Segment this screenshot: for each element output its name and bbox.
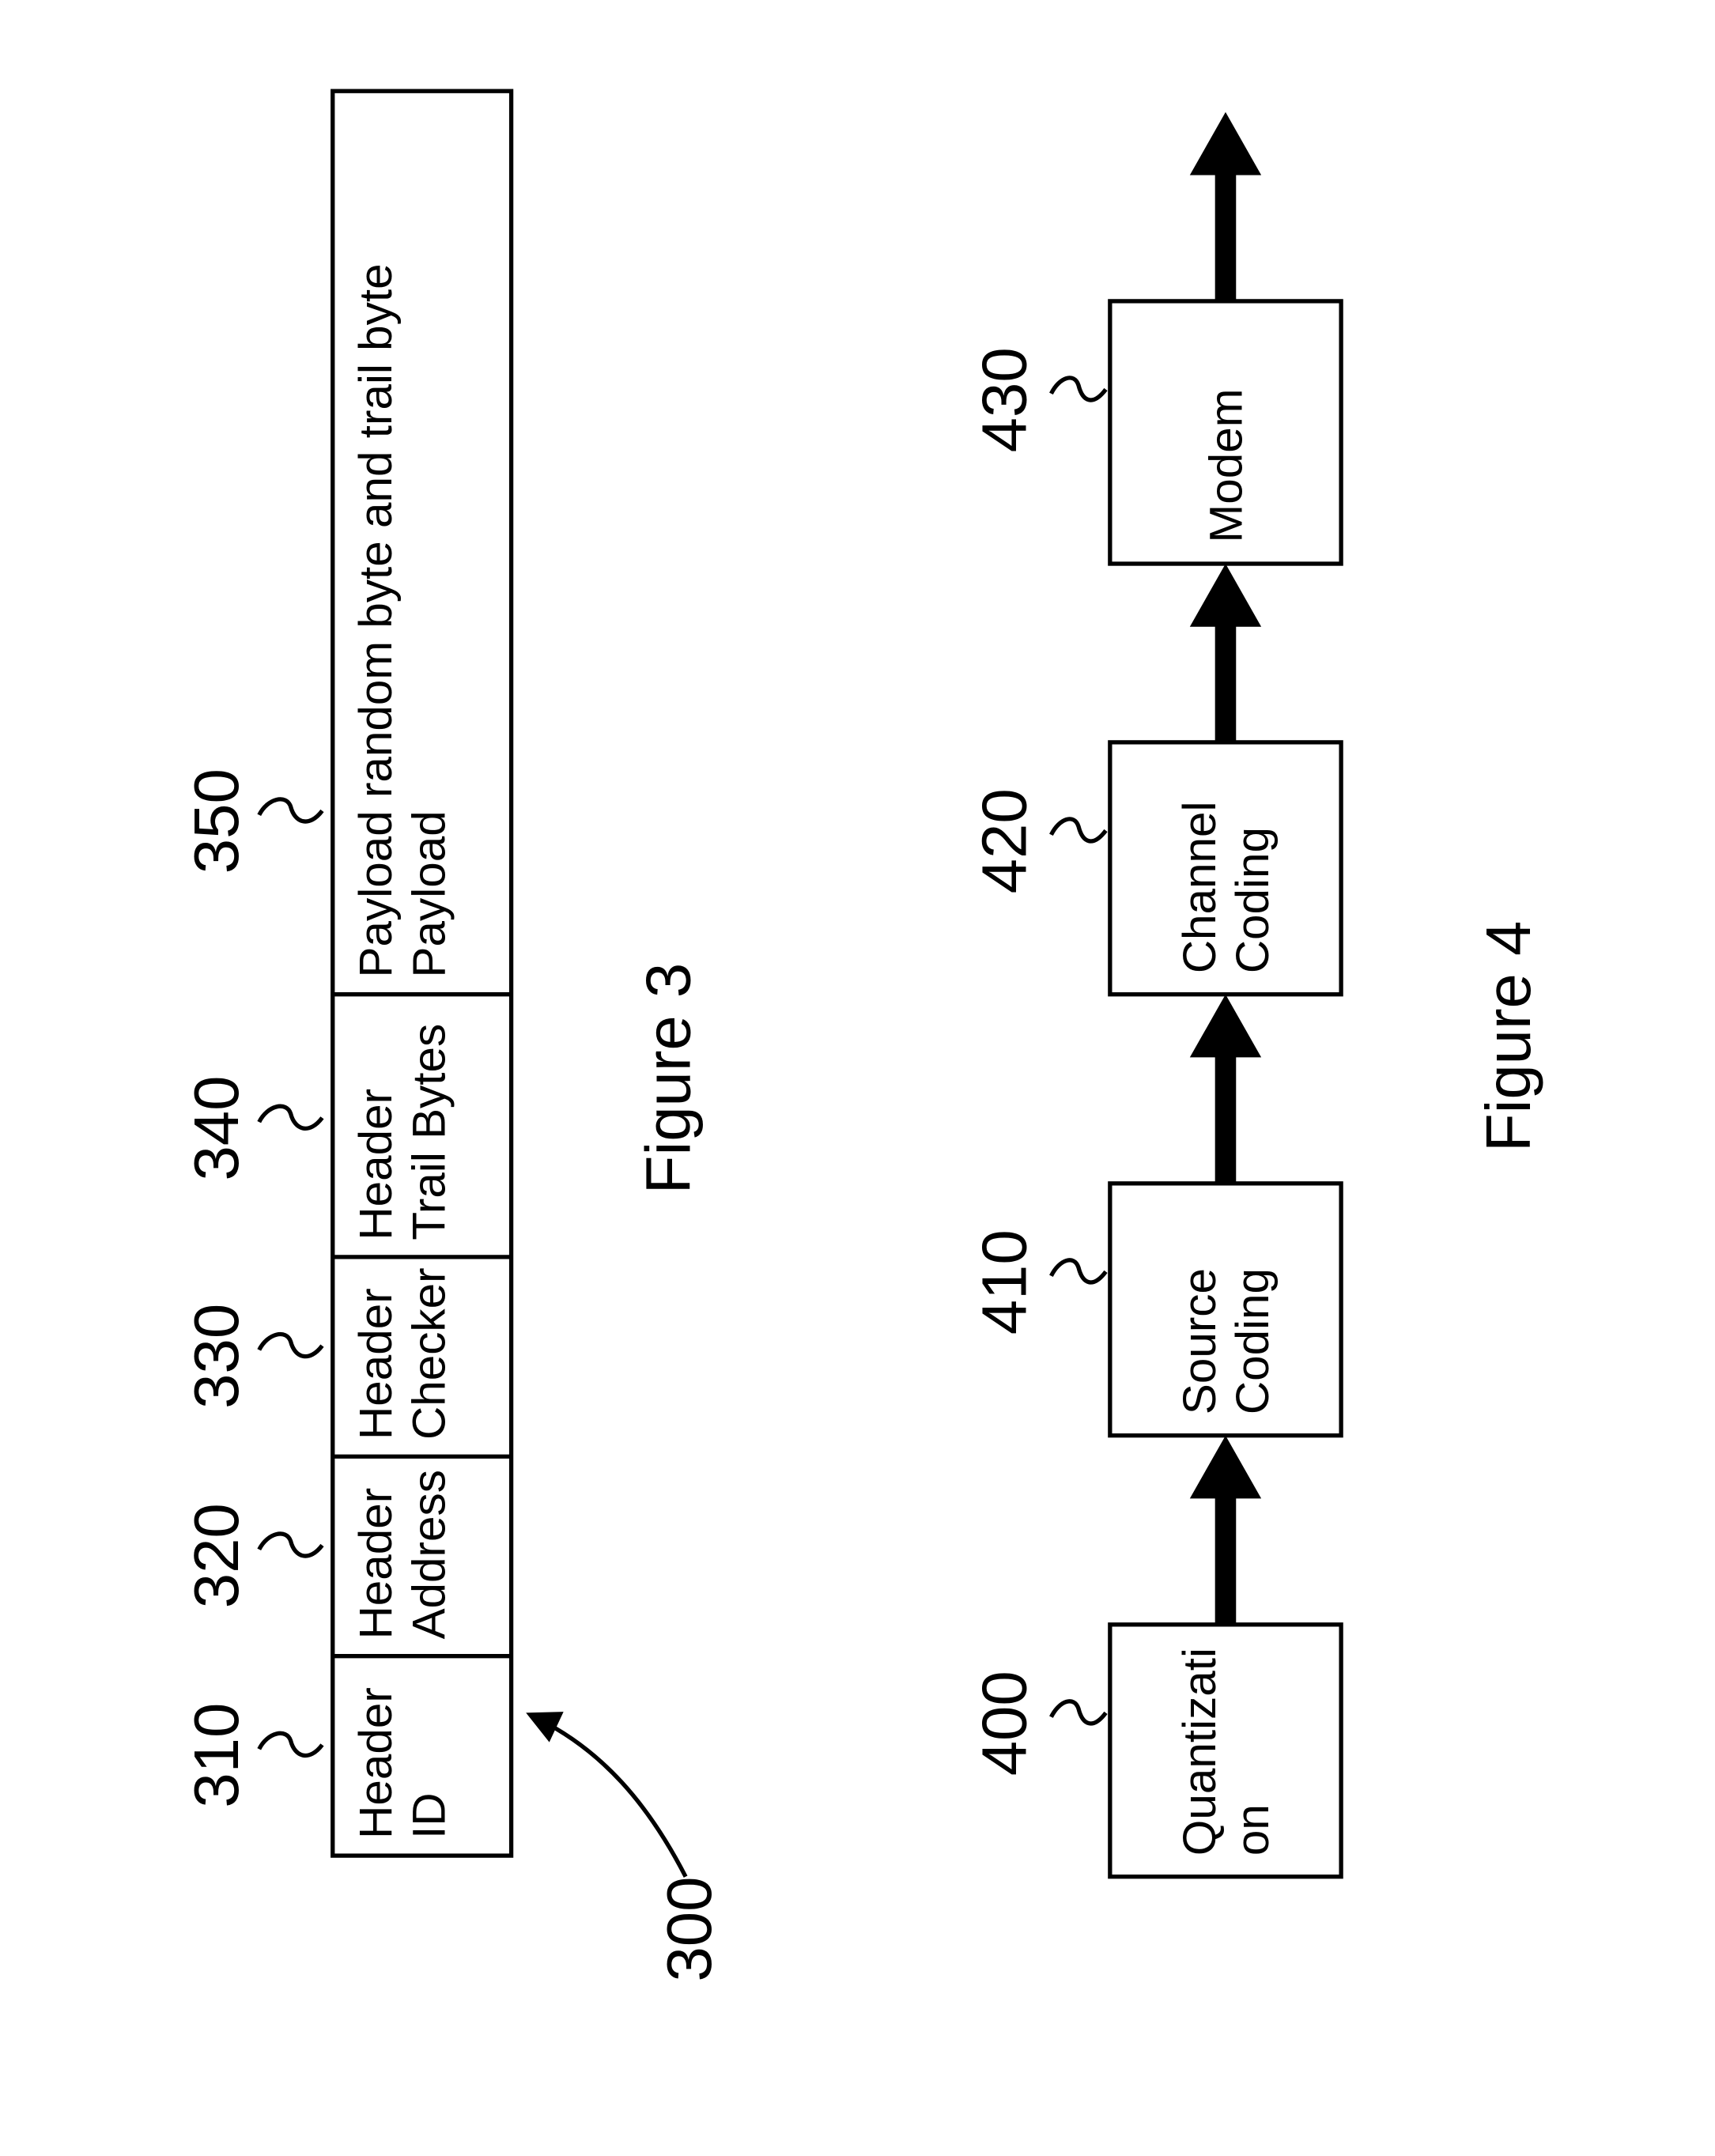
svg-text:Modem: Modem — [1200, 388, 1252, 542]
diagram-svg: HeaderID310HeaderAddress320HeaderChecker… — [17, 28, 1698, 2128]
svg-text:430: 430 — [969, 347, 1039, 452]
svg-text:410: 410 — [969, 1229, 1039, 1335]
svg-text:310: 310 — [181, 1702, 251, 1807]
diagram-stage: HeaderID310HeaderAddress320HeaderChecker… — [17, 28, 1698, 2128]
svg-text:320: 320 — [181, 1503, 251, 1608]
svg-text:350: 350 — [181, 768, 251, 874]
svg-text:300: 300 — [654, 1876, 724, 1981]
svg-text:330: 330 — [181, 1303, 251, 1408]
svg-text:Figure 4: Figure 4 — [1473, 920, 1543, 1151]
svg-text:420: 420 — [969, 788, 1039, 893]
svg-text:400: 400 — [969, 1671, 1039, 1776]
svg-text:Figure 3: Figure 3 — [633, 962, 703, 1193]
svg-text:340: 340 — [181, 1075, 251, 1180]
